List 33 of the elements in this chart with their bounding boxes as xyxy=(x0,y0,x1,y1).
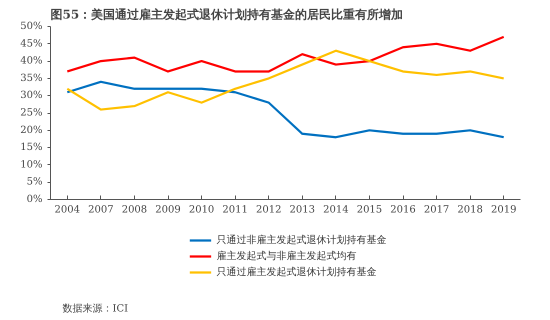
x-tick-label: 2016 xyxy=(390,204,416,216)
line-series xyxy=(66,36,505,73)
x-tick-label: 2012 xyxy=(256,204,282,216)
x-tick-label: 2015 xyxy=(356,204,382,216)
y-tick-label: 10% xyxy=(20,159,43,170)
y-tick-label: 30% xyxy=(20,90,43,102)
x-tick-label: 2007 xyxy=(88,204,114,216)
source-note: 数据来源：ICI xyxy=(62,302,128,314)
y-tick-label: 5% xyxy=(26,176,43,188)
legend-label: 只通过非雇主发起式退休计划持有基金 xyxy=(216,234,386,246)
x-tick-label: 2018 xyxy=(457,204,483,216)
y-tick-label: 15% xyxy=(20,142,43,154)
x-tick-label: 2013 xyxy=(290,204,316,216)
legend-label: 只通过雇主发起式退休计划持有基金 xyxy=(216,266,376,278)
x-tick-label: 2017 xyxy=(424,204,450,216)
chart-title: 图55：美国通过雇主发起式退休计划持有基金的居民比重有所增加 xyxy=(50,8,404,22)
line-series xyxy=(66,80,505,138)
x-tick-label: 2009 xyxy=(155,204,181,216)
x-tick-label: 2019 xyxy=(490,204,516,216)
y-tick-label: 35% xyxy=(20,72,43,84)
x-tick-label: 2010 xyxy=(188,204,214,216)
y-tick-label: 0% xyxy=(26,194,43,205)
x-tick-label: 2011 xyxy=(222,204,248,216)
y-tick-label: 50% xyxy=(20,21,43,32)
line-series xyxy=(66,50,505,111)
y-tick-label: 40% xyxy=(20,56,43,67)
y-tick-label: 45% xyxy=(20,38,43,50)
x-tick-label: 2008 xyxy=(122,204,148,216)
y-tick-label: 20% xyxy=(20,124,43,136)
legend-label: 雇主发起式与非雇主发起式均有 xyxy=(216,250,356,262)
y-tick-label: 25% xyxy=(20,108,43,118)
x-tick-label: 2014 xyxy=(323,204,349,216)
x-tick-label: 2004 xyxy=(54,204,80,216)
